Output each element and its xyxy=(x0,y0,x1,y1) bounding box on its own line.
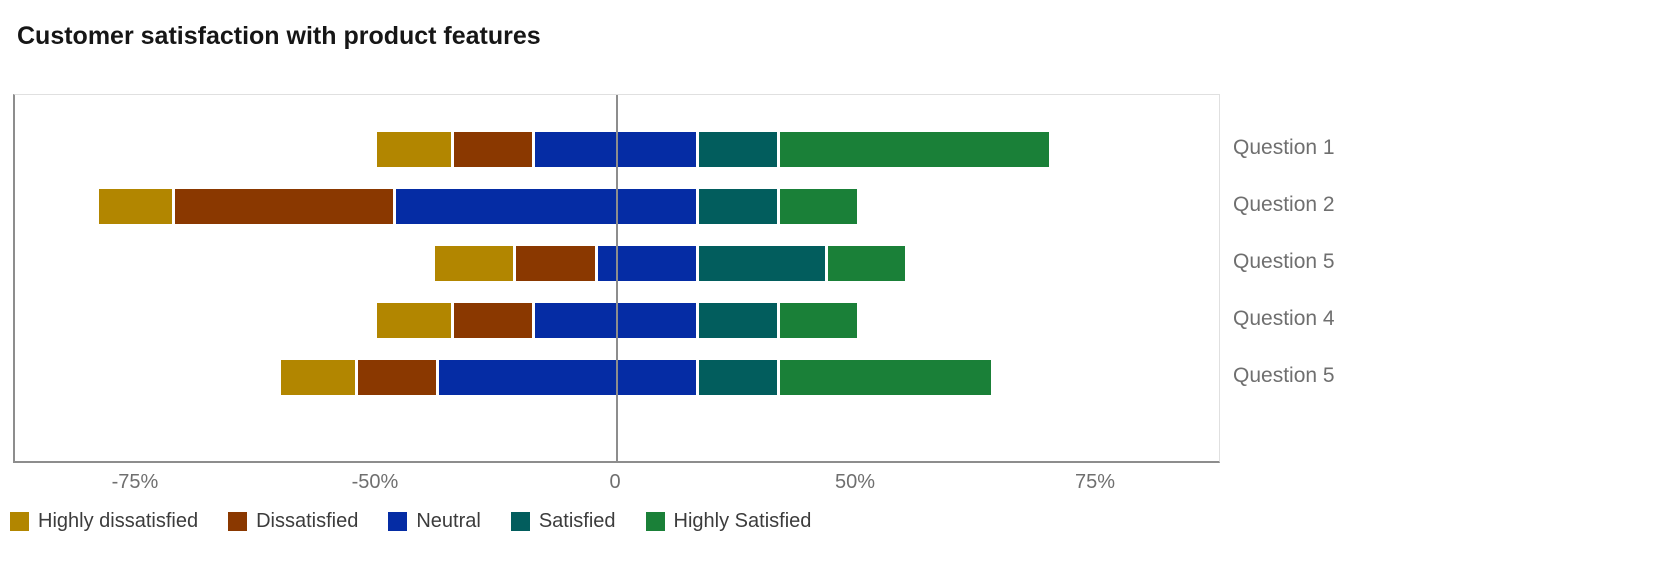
bar-segment[interactable] xyxy=(698,302,781,338)
x-tick-label: 50% xyxy=(834,471,876,493)
legend-label: Highly dissatisfied xyxy=(38,510,199,532)
bar-segment[interactable] xyxy=(396,188,699,224)
x-tick-label: 75% xyxy=(1074,471,1116,493)
legend-item[interactable]: Satisfied xyxy=(510,509,616,533)
legend-label: Dissatisfied xyxy=(256,510,359,532)
legend-label: Neutral xyxy=(416,510,481,532)
bar-segment[interactable] xyxy=(377,131,454,167)
bar-segment[interactable] xyxy=(698,131,781,167)
legend-item[interactable]: Dissatisfied xyxy=(228,509,358,533)
x-tick-label: 0 xyxy=(609,471,621,493)
bar-segment[interactable] xyxy=(377,302,454,338)
bar-segment[interactable] xyxy=(434,245,517,281)
bar-segment[interactable] xyxy=(828,245,905,281)
legend-swatch xyxy=(510,511,530,531)
bar-segment[interactable] xyxy=(516,245,598,281)
bar-segment[interactable] xyxy=(780,302,857,338)
category-label: Question 1 xyxy=(1233,136,1335,159)
category-label: Question 4 xyxy=(1233,307,1335,330)
legend-label: Highly Satisfied xyxy=(673,510,812,532)
bar-segment[interactable] xyxy=(439,359,699,395)
legend-label: Satisfied xyxy=(538,510,616,532)
bar-segment[interactable] xyxy=(597,245,699,281)
legend-swatch xyxy=(228,511,248,531)
legend-swatch xyxy=(645,511,665,531)
bar-segment[interactable] xyxy=(698,188,781,224)
bar-segment[interactable] xyxy=(453,302,536,338)
x-tick-label: -50% xyxy=(351,471,399,493)
chart-title: Customer satisfaction with product featu… xyxy=(17,22,541,50)
plot-area xyxy=(13,94,1220,463)
category-label: Question 5 xyxy=(1233,364,1335,387)
bar-segment[interactable] xyxy=(780,188,857,224)
category-label: Question 2 xyxy=(1233,193,1335,216)
bar-segment[interactable] xyxy=(780,131,1049,167)
legend-swatch xyxy=(10,511,29,531)
x-tick-label: -75% xyxy=(111,471,159,493)
bar-segment[interactable] xyxy=(698,245,829,281)
bar-segment[interactable] xyxy=(175,188,397,224)
bar-segment[interactable] xyxy=(453,131,536,167)
legend: Highly dissatisfied Dissatisfied Neutral Sa… xyxy=(10,509,811,533)
zero-reference-line xyxy=(616,95,618,461)
bar-segment[interactable] xyxy=(98,188,176,224)
legend-item[interactable]: Highly Satisfied xyxy=(645,509,812,533)
legend-item[interactable]: Neutral xyxy=(388,509,481,533)
legend-swatch xyxy=(388,511,408,531)
bar-segment[interactable] xyxy=(780,359,992,395)
legend-item[interactable]: Highly dissatisfied xyxy=(10,509,198,533)
bar-segment[interactable] xyxy=(281,359,358,395)
bar-segment[interactable] xyxy=(357,359,440,395)
bar-segment[interactable] xyxy=(698,359,781,395)
category-label: Question 5 xyxy=(1233,250,1335,273)
